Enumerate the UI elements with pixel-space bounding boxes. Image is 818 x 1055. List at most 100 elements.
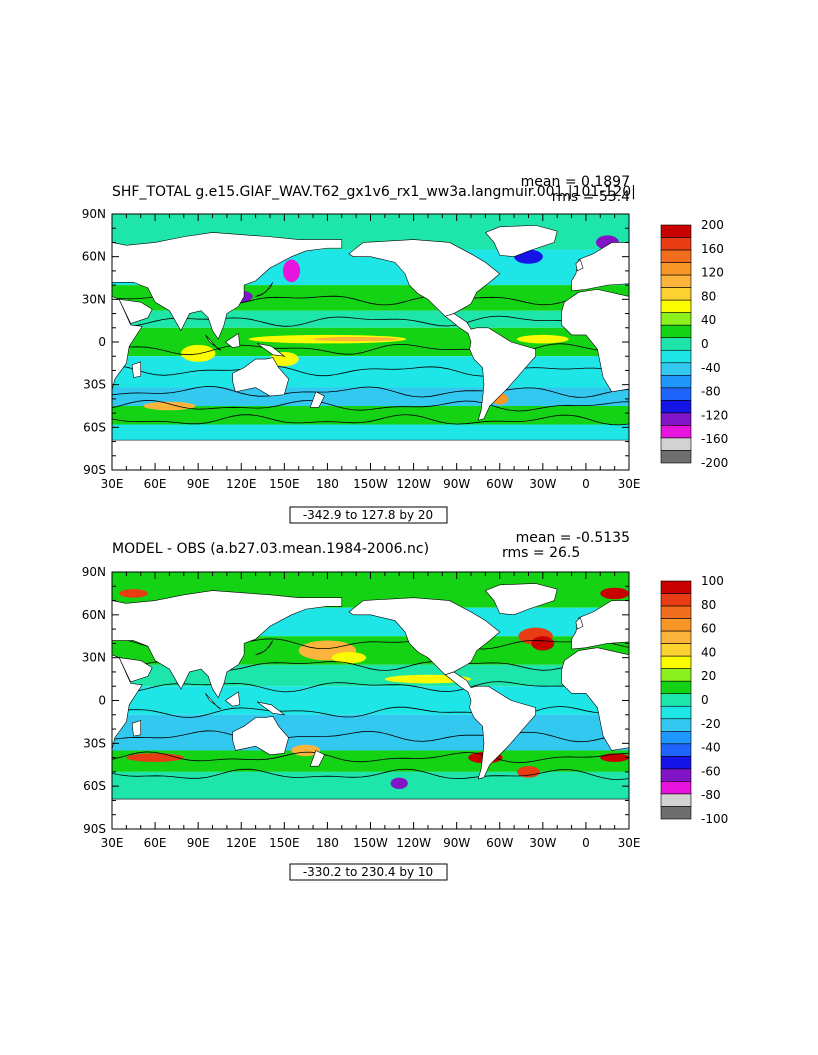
colorbar-label: -200 — [701, 456, 728, 470]
coastline — [232, 715, 289, 756]
x-tick-label: 30E — [101, 836, 124, 850]
colorbar-swatch — [660, 781, 692, 795]
field-anomaly — [390, 777, 408, 790]
field-anomaly — [143, 401, 196, 411]
colorbar-swatch — [660, 593, 692, 607]
x-tick-label: 90E — [187, 836, 210, 850]
contour-lines — [112, 583, 629, 829]
y-tick-label: 0 — [98, 335, 106, 349]
mean-label: mean = 0.1897 — [521, 174, 630, 190]
x-tick-label: 150W — [353, 477, 388, 491]
y-tick-label: 60S — [83, 420, 106, 434]
colorbar-label: 120 — [701, 266, 724, 280]
coastline — [348, 597, 501, 676]
colorbar-label: 40 — [701, 645, 716, 659]
rms-label: rms = 53.4 — [552, 189, 630, 205]
colorbar-swatch — [660, 287, 692, 301]
field-band — [112, 714, 629, 751]
contour-line — [112, 768, 629, 780]
colorbar-label: 80 — [701, 289, 716, 303]
y-tick-label: 30S — [83, 736, 106, 750]
coastline — [112, 296, 143, 391]
colorbar-swatch — [660, 425, 692, 439]
colorbar-swatch — [660, 249, 692, 263]
x-tick-label: 60W — [486, 477, 513, 491]
colorbar-label: 0 — [701, 693, 709, 707]
x-tick-label: 90E — [187, 477, 210, 491]
colorbar-swatch — [660, 768, 692, 782]
y-tick-label: 90N — [82, 565, 106, 579]
coastline — [205, 334, 222, 351]
y-tick-label: 30N — [82, 292, 106, 306]
x-tick-label: 120E — [226, 477, 257, 491]
colorbar-swatch — [660, 668, 692, 682]
coastline — [309, 750, 325, 767]
colorbar-label: 40 — [701, 313, 716, 327]
x-tick-label: 120E — [226, 836, 257, 850]
contour-line — [112, 751, 629, 764]
y-tick-label: 60N — [82, 250, 106, 264]
colorbar-label: 160 — [701, 242, 724, 256]
colorbar-label: -100 — [701, 812, 728, 826]
y-tick-label: 60S — [83, 779, 106, 793]
colorbar-swatch — [660, 793, 692, 807]
x-axis: 30E 60E 90E 120E 150E 180 150W 120W 90W 60W 30W 0 30… — [101, 214, 641, 491]
x-tick-label: 0 — [582, 477, 590, 491]
contour-line — [112, 414, 629, 426]
coastline — [484, 225, 558, 257]
colorbar-label: -60 — [701, 764, 721, 778]
coastline — [224, 332, 241, 349]
rms-label: rms = 26.5 — [502, 545, 580, 561]
x-tick-label: 0 — [582, 836, 590, 850]
coastline — [444, 671, 536, 780]
coastline — [575, 258, 584, 272]
coastline — [112, 232, 343, 340]
coastline — [571, 600, 629, 650]
coastline — [255, 640, 274, 656]
x-tick-label: 150W — [353, 836, 388, 850]
coastline — [256, 701, 286, 716]
x-tick-label: 60E — [144, 477, 167, 491]
coastline — [112, 590, 343, 699]
colorbar-swatch — [660, 643, 692, 657]
contour-line — [112, 343, 629, 356]
x-tick-label: 180 — [316, 477, 339, 491]
field-anomaly — [180, 344, 216, 362]
colorbar-swatch — [660, 375, 692, 389]
x-tick-label: 30E — [101, 477, 124, 491]
colorbar-label: -40 — [701, 741, 721, 755]
colorbar-label: -20 — [701, 717, 721, 731]
x-tick-label: 30E — [618, 477, 641, 491]
x-tick-label: 150E — [269, 477, 300, 491]
colorbar-swatch — [660, 756, 692, 770]
y-tick-label: 0 — [98, 694, 106, 708]
colorbar-swatch — [660, 731, 692, 745]
x-axis: 30E 60E 90E 120E 150E 180 150W 120W 90W 60W 30W 0 30… — [101, 572, 640, 850]
colorbar-swatch — [660, 618, 692, 632]
coastline — [112, 439, 629, 470]
colorbar-label: -160 — [701, 432, 728, 446]
x-tick-label: 30W — [529, 836, 556, 850]
contour-line — [112, 706, 629, 718]
field-band — [112, 387, 629, 406]
map-title: SHF_TOTAL g.e15.GIAF_WAV.T62_gx1v6_rx1_w… — [112, 184, 636, 200]
field-band — [112, 771, 629, 801]
contour-line — [112, 385, 629, 398]
contour-range-text: -342.9 to 127.8 by 20 — [303, 508, 433, 522]
colorbar-swatch — [660, 362, 692, 376]
field-anomaly — [313, 337, 400, 342]
contour-range-box — [289, 863, 448, 881]
colorbar-swatch — [660, 450, 692, 464]
coastline — [484, 583, 558, 616]
colorbar-swatch — [660, 630, 692, 644]
x-tick-label: 90W — [443, 477, 470, 491]
field-anomaly — [126, 753, 184, 762]
coastline — [444, 313, 536, 421]
field-anomaly — [531, 636, 555, 651]
y-tick-label: 90S — [83, 822, 106, 836]
map-title: MODEL - OBS (a.b27.03.mean.1984-2006.nc) — [112, 541, 429, 557]
x-tick-label: 180 — [316, 836, 339, 850]
colorbar-swatch — [660, 743, 692, 757]
mean-label: mean = -0.5135 — [516, 530, 630, 546]
